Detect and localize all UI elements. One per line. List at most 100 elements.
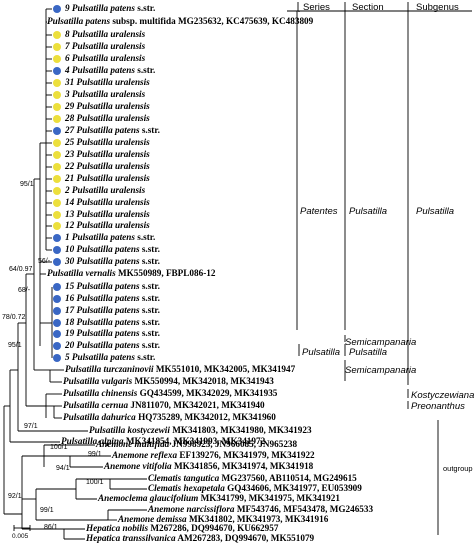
taxon-name: 3 Pulsatilla uralensis xyxy=(65,89,146,99)
taxon-accession: s.str. xyxy=(139,340,160,350)
taxon-label: Anemoclema glaucifolium MK341799, MK3419… xyxy=(98,493,340,504)
uralensis-marker xyxy=(53,79,61,87)
taxon-name: 31 Pulsatilla uralensis xyxy=(65,77,150,87)
support-value: 64/0.97 xyxy=(9,266,33,273)
patens-marker xyxy=(53,330,61,338)
section-pulsatilla-label: Pulsatilla xyxy=(349,206,388,217)
taxon-name: 25 Pulsatilla uralensis xyxy=(65,137,150,147)
taxon-label: Pulsatilla kostyczewii MK341803, MK34198… xyxy=(89,425,312,436)
taxon-label: Pulsatilla chinensis GQ434599, MK342029,… xyxy=(63,388,277,399)
taxon-label: Pulsatilla dahurica HQ735289, MK342012, … xyxy=(63,412,276,423)
patens-marker xyxy=(53,234,61,242)
taxon-name: Hepatica nobilis xyxy=(86,523,149,533)
uralensis-marker xyxy=(53,43,61,51)
taxon-label: 6 Pulsatilla uralensis xyxy=(65,53,145,64)
taxon-label: 16 Pulsatilla patens s.str. xyxy=(65,293,160,304)
taxon-label: 15 Pulsatilla patens s.str. xyxy=(65,281,160,292)
taxon-label: 5 Pulsatilla patens s.str. xyxy=(65,352,155,363)
patens-marker xyxy=(53,283,61,291)
taxon-accession: MK551010, MK342005, MK341947 xyxy=(153,364,296,374)
taxon-accession: s.str. xyxy=(139,125,160,135)
taxon-name: Pulsatilla alpina xyxy=(61,436,124,446)
taxon-name: Anemone multifida xyxy=(96,439,170,449)
taxon-name: Anemone demissa xyxy=(118,514,187,524)
series-patentes-label: Patentes xyxy=(300,206,338,217)
taxon-label: Hepatica nobilis M267286, DQ994670, KU66… xyxy=(86,523,278,534)
taxon-name: 15 Pulsatilla patens xyxy=(65,281,140,291)
taxon-label: Pulsatilla cernua JN811070, MK342021, MK… xyxy=(63,400,265,411)
taxon-name: Pulsatilla patens xyxy=(47,16,111,26)
taxon-accession: MK550989, FBPL086-12 xyxy=(115,268,216,278)
taxon-label: Anemone multifida JN998923, JN966085, JN… xyxy=(96,439,297,450)
taxon-accession: subsp. multifida MG235632, KC475639, KC4… xyxy=(110,16,314,26)
taxon-label: 30 Pulsatilla patens s.str. xyxy=(65,256,160,267)
patens-marker xyxy=(53,258,61,266)
taxon-label: 2 Pulsatilla uralensis xyxy=(65,185,145,196)
taxon-name: 20 Pulsatilla patens xyxy=(65,340,140,350)
taxon-label: Pulsatilla alpina MK341854, MK341993, MK… xyxy=(61,436,265,447)
support-value: 100/1 xyxy=(50,444,68,451)
taxon-name: 28 Pulsatilla uralensis xyxy=(65,113,150,123)
taxon-label: 7 Pulsatilla uralensis xyxy=(65,41,145,52)
taxon-name: Anemoclema glaucifolium xyxy=(98,493,199,503)
taxon-label: 3 Pulsatilla uralensis xyxy=(65,89,145,100)
subgenus-kostyczewianae-label: Kostyczewianae xyxy=(411,390,474,401)
taxon-name: 22 Pulsatilla uralensis xyxy=(65,161,150,171)
uralensis-marker xyxy=(53,55,61,63)
taxon-name: 6 Pulsatilla uralensis xyxy=(65,53,146,63)
taxon-accession: s.str. xyxy=(139,305,160,315)
support-value: 56/- xyxy=(38,258,51,265)
taxon-label: 9 Pulsatilla patens s.str. xyxy=(65,3,155,14)
subgenus-preonanthus-label: Preonanthus xyxy=(411,401,465,412)
uralensis-marker xyxy=(53,115,61,123)
taxon-label: 28 Pulsatilla uralensis xyxy=(65,113,150,124)
taxon-name: Pulsatilla cernua xyxy=(63,400,129,410)
taxon-name: 5 Pulsatilla patens xyxy=(65,352,135,362)
uralensis-marker xyxy=(53,151,61,159)
patens-marker xyxy=(53,67,61,75)
section-pulsatilla-label-2: Pulsatilla xyxy=(349,347,388,358)
taxon-name: 16 Pulsatilla patens xyxy=(65,293,140,303)
uralensis-marker xyxy=(53,175,61,183)
taxon-label: Pulsatilla vulgaris MK550994, MK342018, … xyxy=(63,376,274,387)
taxon-name: 10 Pulsatilla patens xyxy=(65,244,140,254)
taxon-accession: GQ434606, MK341977, EU053909 xyxy=(224,483,362,493)
uralensis-marker xyxy=(53,222,61,230)
taxon-name: Anemone narcissiflora xyxy=(148,504,235,514)
taxon-name: 23 Pulsatilla uralensis xyxy=(65,149,150,159)
taxon-name: Clematis tangutica xyxy=(148,473,220,483)
taxon-name: Hepatica transsilvanica xyxy=(86,533,176,543)
taxon-accession: s.str. xyxy=(134,232,156,242)
taxon-label: Pulsatilla patens subsp. multifida MG235… xyxy=(47,16,313,27)
uralensis-marker xyxy=(53,211,61,219)
scale-bar-label: 0.005 xyxy=(12,533,29,540)
patens-marker xyxy=(53,354,61,362)
taxon-accession: s.str. xyxy=(139,293,160,303)
section-semicampanaria-label-2: Semicampanaria xyxy=(345,365,417,376)
taxon-accession: M267286, DQ994670, KU662957 xyxy=(148,523,279,533)
uralensis-marker xyxy=(53,187,61,195)
taxon-label: 22 Pulsatilla uralensis xyxy=(65,161,150,172)
taxon-name: Clematis hexapetala xyxy=(148,483,225,493)
taxon-label: Anemone narcissiflora MF543746, MF543478… xyxy=(148,504,373,515)
taxon-name: 2 Pulsatilla uralensis xyxy=(65,185,146,195)
taxon-name: 30 Pulsatilla patens xyxy=(65,256,140,266)
taxon-label: 14 Pulsatilla uralensis xyxy=(65,197,150,208)
taxon-name: Pulsatilla vernalis xyxy=(47,268,116,278)
patens-marker xyxy=(53,246,61,254)
patens-marker xyxy=(53,295,61,303)
support-value: 68/- xyxy=(18,287,31,294)
taxon-name: 14 Pulsatilla uralensis xyxy=(65,197,150,207)
taxon-name: 1 Pulsatilla patens xyxy=(65,232,135,242)
patens-marker xyxy=(53,307,61,315)
taxon-name: 8 Pulsatilla uralensis xyxy=(65,29,146,39)
uralensis-marker xyxy=(53,103,61,111)
patens-marker xyxy=(53,5,61,13)
taxon-name: 27 Pulsatilla patens xyxy=(65,125,140,135)
patens-marker xyxy=(53,319,61,327)
taxon-name: Pulsatilla dahurica xyxy=(63,412,136,422)
taxon-accession: s.str. xyxy=(134,3,156,13)
support-value: 78/0.72 xyxy=(2,314,26,321)
taxon-accession: s.str. xyxy=(139,244,160,254)
